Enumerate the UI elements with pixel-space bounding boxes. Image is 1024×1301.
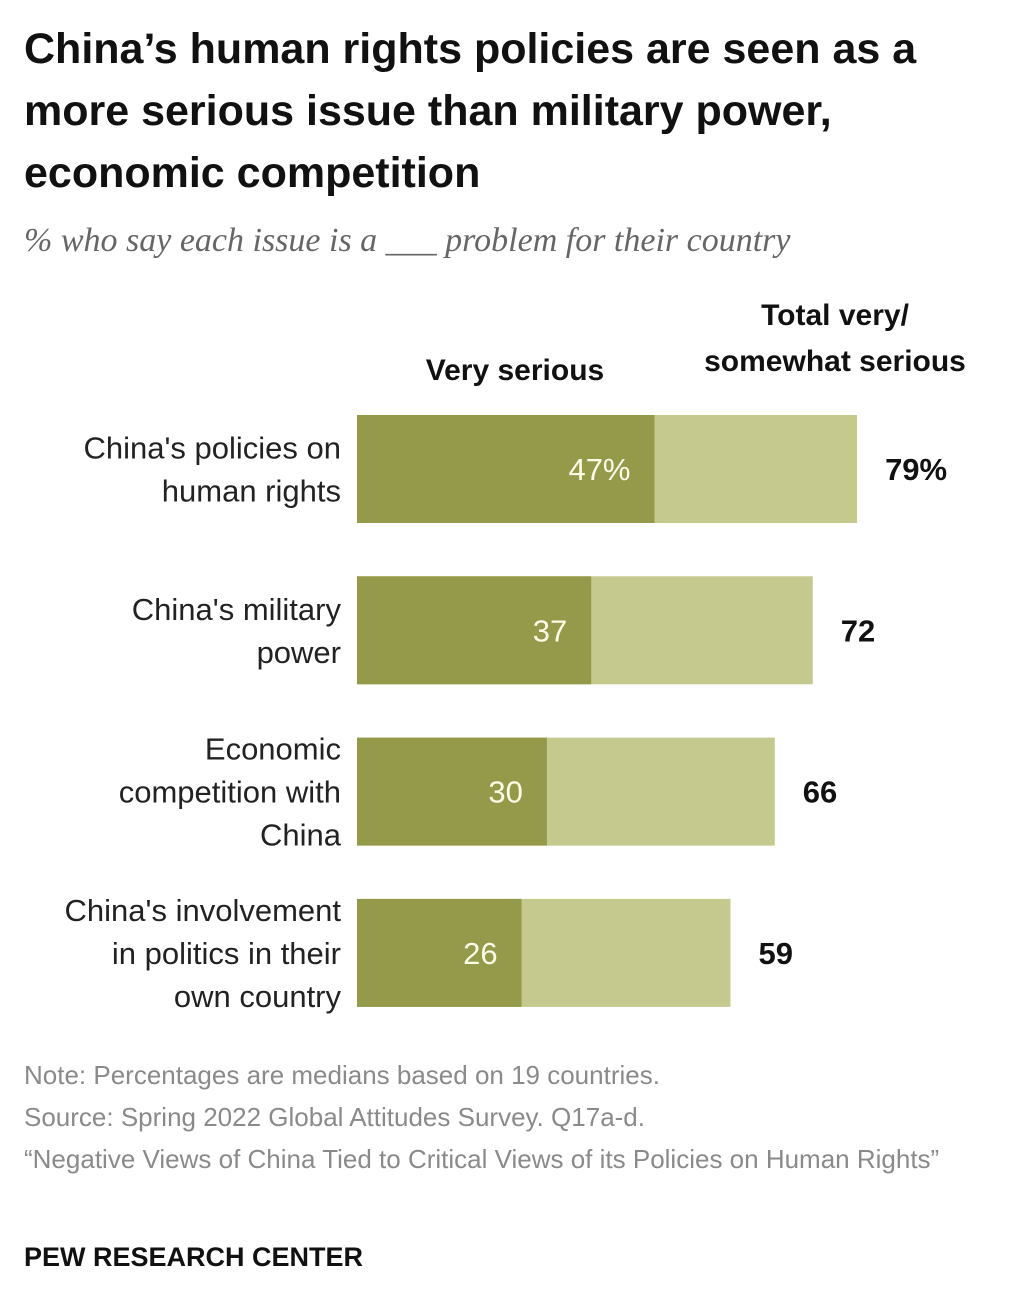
category-label: own country	[174, 979, 342, 1014]
chart-title: China’s human rights policies are seen a…	[24, 25, 917, 197]
category-label: Economic	[205, 732, 341, 767]
data-label-very-serious: 37	[533, 613, 567, 648]
brand-logo: PEW RESEARCH CENTER	[24, 1242, 364, 1272]
category-label: China's military	[132, 592, 342, 627]
header-total-line1: Total very/	[761, 299, 909, 332]
report-title: “Negative Views of China Tied to Critica…	[24, 1144, 940, 1174]
bar-very-serious	[357, 415, 655, 523]
data-label-total: 79%	[885, 452, 947, 487]
category-label: human rights	[162, 474, 341, 509]
bar-very-serious	[357, 737, 547, 846]
bar-chart: 47% 79% China's policies on human rights 37 7…	[65, 415, 947, 1014]
bar-very-serious	[357, 576, 592, 685]
data-label-total: 66	[803, 775, 837, 810]
category-label: China's policies on	[83, 431, 341, 466]
data-label-very-serious: 26	[463, 936, 497, 971]
data-label-very-serious: 30	[488, 775, 522, 810]
category-label: in politics in their	[112, 936, 341, 971]
header-total-line2: somewhat serious	[704, 345, 966, 378]
bar-very-serious	[357, 898, 522, 1007]
chart-subtitle: % who say each issue is a ___ problem fo…	[24, 222, 791, 259]
data-label-total: 59	[758, 936, 792, 971]
notes: Note: Percentages are medians based on 1…	[24, 1054, 984, 1180]
header-total: Total very/ somewhat serious	[670, 293, 1000, 385]
category-label: China	[260, 818, 342, 853]
category-label: competition with	[119, 775, 341, 810]
source-text: Source: Spring 2022 Global Attitudes Sur…	[24, 1102, 645, 1132]
data-label-total: 72	[841, 613, 875, 648]
category-label: China's involvement	[65, 893, 342, 928]
header-very-serious: Very serious	[425, 354, 605, 387]
data-label-very-serious: 47%	[568, 452, 630, 487]
note-text: Note: Percentages are medians based on 1…	[24, 1060, 660, 1090]
category-label: power	[257, 635, 341, 670]
